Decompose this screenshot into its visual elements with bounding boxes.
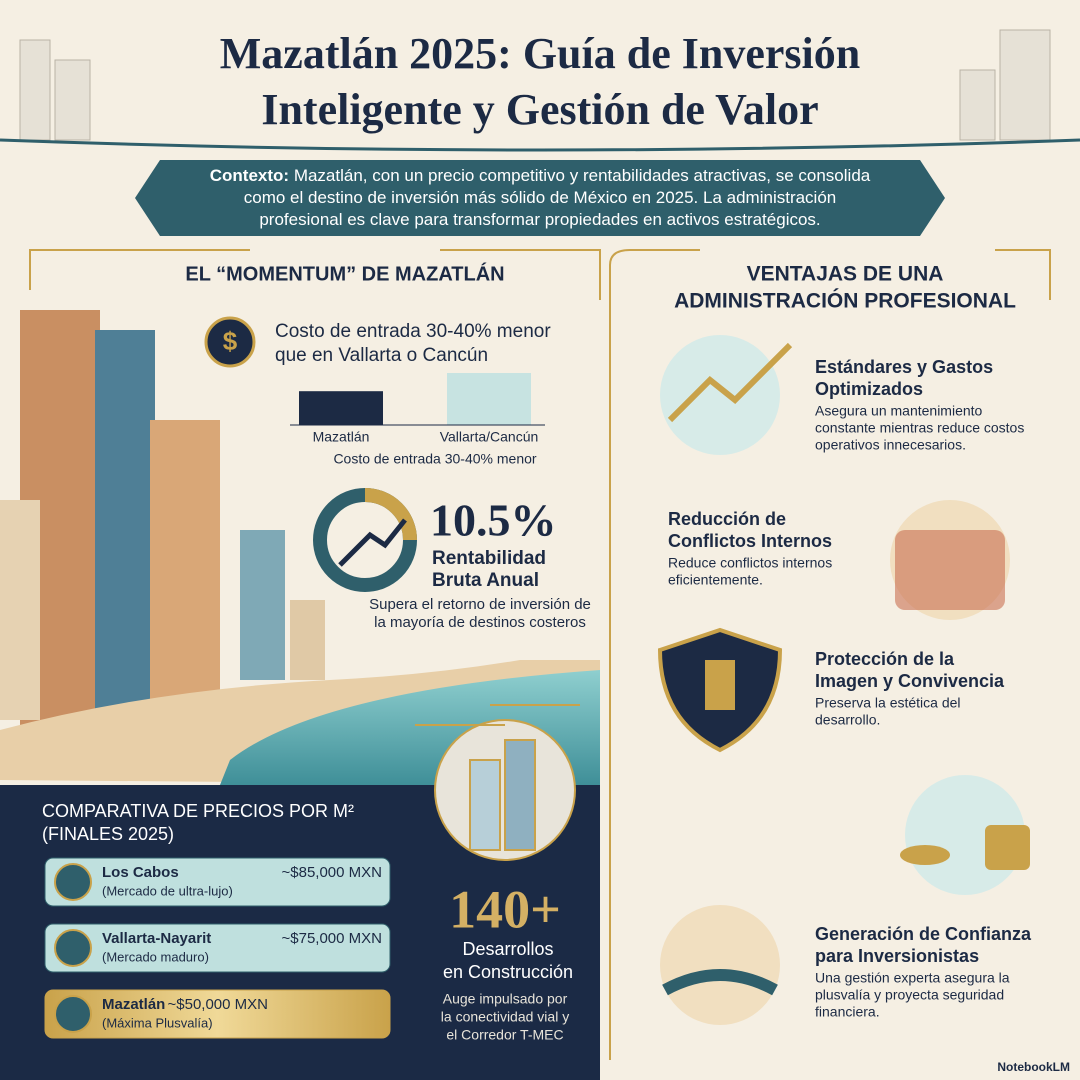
- return-description: la mayoría de destinos costeros: [374, 614, 586, 631]
- price-row: [44, 923, 391, 973]
- entry-cost-text: que en Vallarta o Cancún: [275, 345, 488, 366]
- construction-illustration: [415, 704, 580, 861]
- context-text: Mazatlán, con un precio competitivo y re…: [294, 166, 871, 185]
- advantage-title: Optimizados: [815, 379, 923, 399]
- advantage-title: Protección de la: [815, 649, 955, 669]
- context-line: Contexto: Mazatlán, con un precio compet…: [210, 166, 871, 185]
- icons: $: [204, 316, 1030, 1025]
- context-line: como el destino de inversión más sólido …: [244, 188, 837, 207]
- advantage-description: constante mientras reduce costos: [815, 420, 1024, 436]
- price-note: (Máxima Plusvalía): [102, 1015, 213, 1030]
- skyline-decoration: [19, 29, 1051, 141]
- advantage-title: Generación de Confianza: [815, 924, 1032, 944]
- price-note: (Mercado de ultra-lujo): [102, 883, 233, 898]
- context-text: como el destino de inversión más sólido …: [244, 188, 837, 207]
- advantage-description: plusvalía y proyecta seguridad: [815, 987, 1004, 1003]
- frame: [609, 249, 1051, 300]
- divider: [0, 138, 1080, 152]
- advantage-description: desarrollo.: [815, 712, 880, 728]
- construction-label: en Construcción: [443, 962, 573, 982]
- advantage-description: operativos innecesarios.: [815, 437, 966, 453]
- title-line: Inteligente y Gestión de Valor: [261, 85, 818, 134]
- price-value: ~$75,000 MXN: [282, 930, 382, 947]
- construction-value: 140+: [449, 879, 561, 939]
- price-icon: [54, 995, 92, 1033]
- advantage-title: Conflictos Internos: [668, 531, 832, 551]
- price-row: [44, 857, 391, 907]
- advantage-description: Reduce conflictos internos: [668, 555, 832, 571]
- context-line: profesional es clave para transformar pr…: [259, 210, 820, 229]
- advantage-description: eficientemente.: [668, 572, 763, 588]
- entry-bar: [447, 373, 531, 425]
- construction-description: Auge impulsado por: [443, 991, 568, 1007]
- entry-bar-label: Mazatlán: [313, 429, 370, 445]
- context-text: profesional es clave para transformar pr…: [259, 210, 820, 229]
- advantage-title: Imagen y Convivencia: [815, 671, 1005, 691]
- return-label: Rentabilidad: [432, 548, 546, 569]
- advantage-description: financiera.: [815, 1004, 880, 1020]
- construction-description: la conectividad vial y: [441, 1009, 569, 1025]
- price-value: ~$50,000 MXN: [168, 996, 268, 1013]
- advantage-title: para Inversionistas: [815, 946, 979, 966]
- frame: [29, 249, 601, 300]
- price-name: Mazatlán: [102, 996, 165, 1013]
- price-value: ~$85,000 MXN: [282, 864, 382, 881]
- price-icon: [54, 929, 92, 967]
- advantage-title: Estándares y Gastos: [815, 357, 993, 377]
- return-description: Supera el retorno de inversión de: [369, 596, 591, 613]
- advantage-title: Reducción de: [668, 509, 786, 529]
- entry-bar-label: Vallarta/Cancún: [440, 429, 539, 445]
- price-name: Vallarta-Nayarit: [102, 930, 211, 947]
- section-heading: VENTAJAS DE UNA: [747, 263, 944, 286]
- price-row: [44, 989, 391, 1039]
- price-name: Los Cabos: [102, 864, 179, 881]
- context-banner: [135, 160, 945, 236]
- return-value: 10.5%: [430, 495, 557, 546]
- entry-chart-caption: Costo de entrada 30-40% menor: [333, 451, 536, 467]
- advantage-description: Una gestión experta asegura la: [815, 970, 1010, 986]
- footer-brand: NotebookLM: [997, 1060, 1070, 1074]
- svg-text:$: $: [223, 326, 238, 356]
- return-label: Bruta Anual: [432, 570, 539, 591]
- construction-label: Desarrollos: [462, 939, 553, 959]
- section-heading: EL “MOMENTUM” DE MAZATLÁN: [185, 262, 504, 285]
- prices-title: (FINALES 2025): [42, 824, 174, 844]
- prices-title: COMPARATIVA DE PRECIOS POR M²: [42, 801, 354, 821]
- advantage-description: Preserva la estética del: [815, 695, 961, 711]
- construction-description: el Corredor T-MEC: [446, 1027, 563, 1043]
- section-heading: ADMINISTRACIÓN PROFESIONAL: [674, 289, 1016, 313]
- entry-bar: [299, 391, 383, 425]
- city-illustration: [0, 310, 600, 785]
- entry-cost-text: Costo de entrada 30-40% menor: [275, 321, 551, 342]
- context-label: Contexto:: [210, 166, 289, 185]
- advantage-description: Asegura un mantenimiento: [815, 403, 983, 419]
- price-icon: [54, 863, 92, 901]
- title-line: Mazatlán 2025: Guía de Inversión: [220, 29, 860, 78]
- price-note: (Mercado maduro): [102, 949, 209, 964]
